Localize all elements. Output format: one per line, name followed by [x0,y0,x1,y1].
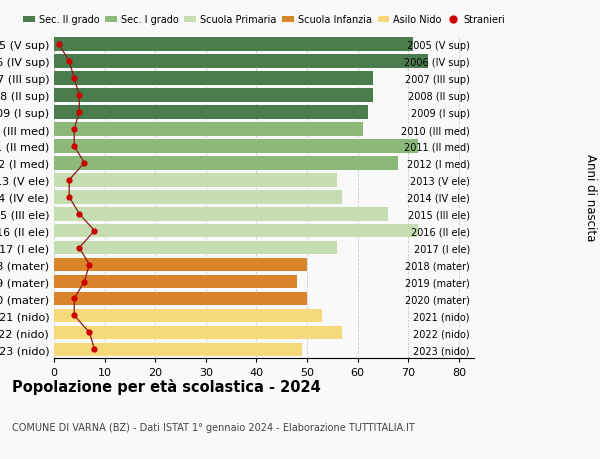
Bar [54,72,373,86]
Bar [54,258,307,272]
Bar [54,207,388,221]
Bar [54,326,343,339]
Bar [54,292,307,306]
Bar [54,157,398,170]
Bar [54,89,373,103]
Bar [54,106,368,120]
Text: COMUNE DI VARNA (BZ) - Dati ISTAT 1° gennaio 2024 - Elaborazione TUTTITALIA.IT: COMUNE DI VARNA (BZ) - Dati ISTAT 1° gen… [12,422,415,432]
Bar [54,39,413,52]
Text: Popolazione per età scolastica - 2024: Popolazione per età scolastica - 2024 [12,379,321,395]
Bar [54,275,297,289]
Bar [54,123,362,136]
Text: Anni di nascita: Anni di nascita [584,154,597,241]
Bar [54,190,343,204]
Legend: Sec. II grado, Sec. I grado, Scuola Primaria, Scuola Infanzia, Asilo Nido, Stran: Sec. II grado, Sec. I grado, Scuola Prim… [23,16,505,25]
Bar [54,174,337,187]
Bar [54,343,302,356]
Bar [54,309,322,323]
Bar [54,224,418,238]
Bar [54,241,337,255]
Bar [54,140,418,153]
Bar [54,56,428,69]
